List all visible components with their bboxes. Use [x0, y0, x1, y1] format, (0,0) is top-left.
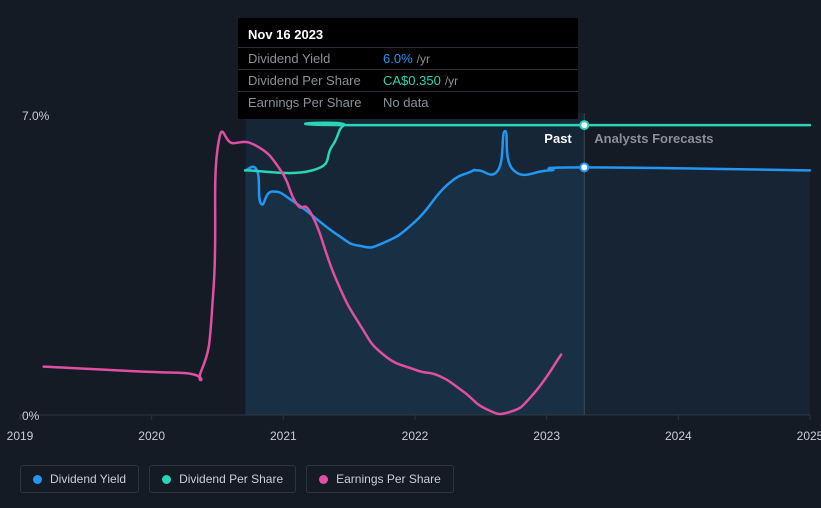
x-tick-label: 2022 — [402, 429, 429, 443]
tooltip-row-label: Dividend Yield — [248, 51, 383, 66]
legend-item[interactable]: Dividend Yield — [20, 465, 139, 493]
legend-item[interactable]: Dividend Per Share — [149, 465, 296, 493]
tooltip-row: Earnings Per ShareNo data — [238, 91, 578, 113]
chart-legend: Dividend Yield Dividend Per Share Earnings… — [20, 465, 454, 493]
tooltip-row-value: No data — [383, 95, 429, 110]
tooltip-date: Nov 16 2023 — [238, 24, 578, 47]
chart-container: 7.0% 0% 2019 2020 2021 2022 2023 2024 2025 Pas… — [0, 0, 821, 508]
x-tick-label: 2020 — [138, 429, 165, 443]
past-section-label: Past — [544, 131, 571, 146]
legend-dot-icon — [33, 475, 42, 484]
division-marker — [580, 121, 588, 129]
x-tick-label: 2024 — [665, 429, 692, 443]
y-axis-top-label: 7.0% — [22, 109, 49, 123]
x-tick-label: 2025 — [797, 429, 821, 443]
tooltip-row: Dividend Per ShareCA$0.350/yr — [238, 69, 578, 91]
y-axis-bottom-label: 0% — [22, 409, 39, 423]
legend-dot-icon — [319, 475, 328, 484]
legend-item-label: Dividend Per Share — [179, 472, 283, 486]
legend-item[interactable]: Earnings Per Share — [306, 465, 454, 493]
tooltip-row: Dividend Yield6.0%/yr — [238, 47, 578, 69]
x-tick-label: 2019 — [7, 429, 34, 443]
tooltip-row-value: CA$0.350/yr — [383, 73, 458, 88]
division-marker — [580, 163, 588, 171]
legend-dot-icon — [162, 475, 171, 484]
chart-tooltip: Nov 16 2023 Dividend Yield6.0%/yrDividen… — [238, 18, 578, 119]
tooltip-row-label: Earnings Per Share — [248, 95, 383, 110]
legend-item-label: Dividend Yield — [50, 472, 126, 486]
tooltip-row-label: Dividend Per Share — [248, 73, 383, 88]
x-tick-label: 2023 — [533, 429, 560, 443]
tooltip-row-value: 6.0%/yr — [383, 51, 430, 66]
x-tick-label: 2021 — [270, 429, 297, 443]
forecast-section-label: Analysts Forecasts — [594, 131, 713, 146]
legend-item-label: Earnings Per Share — [336, 472, 441, 486]
